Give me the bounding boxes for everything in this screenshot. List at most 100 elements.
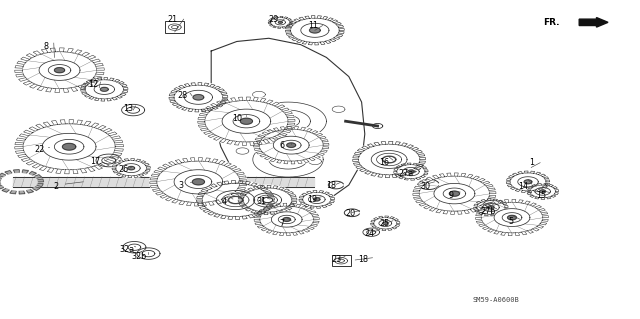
Polygon shape (95, 63, 103, 66)
Polygon shape (301, 23, 329, 37)
Polygon shape (541, 198, 545, 199)
Polygon shape (525, 201, 530, 204)
Polygon shape (454, 173, 458, 176)
Polygon shape (353, 156, 359, 158)
Polygon shape (549, 184, 554, 187)
Text: SM59-A0600B: SM59-A0600B (472, 298, 520, 303)
Polygon shape (81, 89, 85, 91)
Polygon shape (29, 84, 38, 88)
Polygon shape (253, 193, 282, 207)
Polygon shape (481, 199, 486, 202)
Polygon shape (278, 215, 295, 224)
Polygon shape (35, 175, 42, 178)
Polygon shape (75, 50, 82, 54)
Polygon shape (245, 181, 250, 185)
Polygon shape (260, 98, 266, 102)
Polygon shape (256, 212, 262, 215)
Polygon shape (268, 202, 275, 204)
Polygon shape (296, 40, 302, 43)
Polygon shape (294, 126, 299, 130)
Polygon shape (292, 232, 298, 235)
Polygon shape (198, 121, 205, 123)
Polygon shape (532, 184, 536, 187)
Polygon shape (394, 172, 397, 174)
Polygon shape (224, 163, 231, 167)
Polygon shape (379, 220, 392, 226)
Polygon shape (413, 197, 420, 199)
Polygon shape (198, 83, 202, 85)
Text: 19: 19 (307, 195, 317, 204)
Polygon shape (292, 38, 298, 41)
Text: 5: 5 (508, 217, 513, 226)
Polygon shape (81, 52, 90, 56)
Polygon shape (169, 97, 174, 99)
Polygon shape (396, 221, 400, 223)
Polygon shape (483, 181, 490, 184)
Polygon shape (15, 151, 24, 153)
Polygon shape (414, 167, 421, 170)
Polygon shape (275, 16, 278, 18)
Polygon shape (506, 171, 550, 193)
Polygon shape (535, 205, 541, 209)
Polygon shape (116, 173, 122, 175)
Polygon shape (537, 225, 543, 228)
Polygon shape (216, 104, 223, 107)
Polygon shape (413, 163, 417, 165)
Polygon shape (235, 190, 243, 193)
Polygon shape (152, 189, 160, 192)
Polygon shape (271, 212, 275, 215)
Polygon shape (13, 177, 314, 187)
Polygon shape (285, 126, 294, 129)
Polygon shape (156, 192, 164, 195)
Polygon shape (237, 187, 246, 190)
Polygon shape (473, 176, 479, 180)
Polygon shape (26, 161, 35, 165)
Polygon shape (385, 216, 388, 218)
Polygon shape (285, 30, 291, 32)
Polygon shape (484, 214, 488, 216)
Polygon shape (353, 160, 358, 162)
Polygon shape (248, 215, 254, 218)
Polygon shape (515, 189, 520, 192)
Polygon shape (337, 34, 343, 37)
Polygon shape (429, 208, 436, 211)
Polygon shape (170, 100, 176, 103)
Polygon shape (84, 83, 93, 87)
Polygon shape (285, 111, 292, 115)
Polygon shape (499, 200, 503, 202)
Polygon shape (45, 88, 52, 92)
Text: 4: 4 (221, 197, 227, 206)
Polygon shape (212, 106, 218, 109)
Polygon shape (122, 84, 127, 87)
Polygon shape (311, 16, 315, 18)
Polygon shape (188, 109, 193, 112)
Polygon shape (18, 154, 27, 158)
Polygon shape (319, 190, 324, 193)
Polygon shape (254, 219, 260, 221)
Polygon shape (313, 221, 319, 223)
Polygon shape (112, 165, 116, 167)
Polygon shape (276, 211, 282, 214)
Polygon shape (26, 54, 35, 58)
Polygon shape (474, 207, 477, 209)
Polygon shape (256, 151, 263, 154)
Polygon shape (307, 191, 312, 194)
Polygon shape (113, 152, 122, 156)
Polygon shape (227, 140, 233, 144)
Polygon shape (493, 199, 497, 201)
Polygon shape (17, 61, 26, 64)
Polygon shape (491, 214, 495, 216)
Polygon shape (404, 178, 408, 180)
Polygon shape (200, 206, 206, 209)
Polygon shape (248, 188, 253, 191)
Polygon shape (268, 130, 273, 133)
Polygon shape (163, 164, 170, 168)
Polygon shape (253, 97, 259, 101)
Polygon shape (267, 185, 271, 188)
Polygon shape (117, 95, 122, 98)
Polygon shape (228, 197, 243, 204)
Polygon shape (196, 181, 275, 219)
Polygon shape (95, 98, 99, 101)
Polygon shape (84, 121, 91, 126)
Polygon shape (357, 149, 364, 152)
